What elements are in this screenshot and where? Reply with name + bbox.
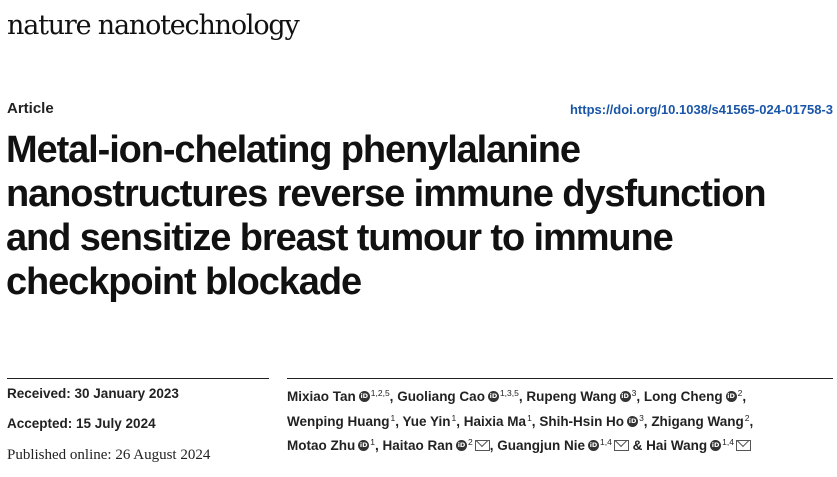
affiliation-number: 1 bbox=[370, 437, 375, 447]
title-line: nanostructures reverse immune dysfunctio… bbox=[6, 173, 767, 215]
publication-dates: Received: 30 January 2023 Accepted: 15 J… bbox=[7, 386, 277, 477]
received-date: Received: 30 January 2023 bbox=[7, 386, 179, 401]
email-icon[interactable] bbox=[613, 440, 629, 451]
author: Rupeng Wang 3 bbox=[526, 388, 637, 404]
accepted-date: Accepted: 15 July 2024 bbox=[7, 416, 156, 431]
author-name: Haixia Ma bbox=[463, 413, 527, 429]
title-line: and sensitize breast tumour to immune bbox=[6, 217, 674, 259]
author-name: Yue Yin bbox=[402, 413, 451, 429]
authors-divider bbox=[287, 378, 833, 379]
author: Motao Zhu 1 bbox=[287, 437, 375, 453]
author: Wenping Huang1 bbox=[287, 412, 396, 429]
article-type-label: Article bbox=[7, 100, 54, 117]
affiliation-number: 1,4 bbox=[722, 437, 734, 447]
affiliation-number: 1 bbox=[527, 412, 532, 423]
orcid-icon[interactable] bbox=[358, 391, 370, 402]
affiliation-number: 1,3,5 bbox=[499, 388, 519, 398]
author-name: Hai Wang bbox=[646, 438, 708, 453]
author: Zhigang Wang2 bbox=[651, 412, 750, 429]
author-name: Wenping Huang bbox=[287, 413, 390, 429]
orcid-icon[interactable] bbox=[487, 391, 499, 402]
journal-name: nature nanotechnology bbox=[7, 10, 300, 41]
affiliation-number: 1,2,5 bbox=[370, 388, 390, 398]
author: Hai Wang 1,4 bbox=[646, 437, 751, 453]
author: Guangjun Nie 1,4 bbox=[497, 437, 629, 453]
dates-divider bbox=[7, 378, 269, 379]
author: Shih-Hsin Ho 3 bbox=[539, 412, 644, 429]
author-name: Zhigang Wang bbox=[651, 413, 744, 429]
email-icon[interactable] bbox=[474, 440, 490, 451]
title-line: checkpoint blockade bbox=[6, 261, 362, 303]
doi-link[interactable]: https://doi.org/10.1038/s41565-024-01758… bbox=[569, 102, 833, 117]
affiliation-number: 3 bbox=[639, 412, 644, 423]
author: Guoliang Cao 1,3,5 bbox=[397, 388, 519, 404]
email-icon[interactable] bbox=[735, 440, 751, 451]
affiliation-number: 1 bbox=[451, 412, 457, 423]
author-name: Motao Zhu bbox=[287, 438, 356, 453]
author-name: Mixiao Tan bbox=[287, 389, 356, 404]
author-name: Guangjun Nie bbox=[497, 438, 585, 453]
author: Haixia Ma1 bbox=[463, 412, 532, 429]
author-name: Shih-Hsin Ho bbox=[539, 413, 625, 429]
author: Mixiao Tan 1,2,5 bbox=[287, 388, 390, 404]
affiliation-number: 2 bbox=[468, 437, 473, 447]
orcid-icon[interactable] bbox=[588, 440, 599, 451]
author-line: Wenping Huang1, Yue Yin1, Haixia Ma1, Sh… bbox=[287, 408, 833, 433]
orcid-icon[interactable] bbox=[725, 391, 737, 402]
author: Long Cheng 2 bbox=[643, 388, 743, 404]
orcid-icon[interactable] bbox=[358, 440, 370, 451]
orcid-icon[interactable] bbox=[710, 440, 722, 451]
author-line: Mixiao Tan1,2,5, Guoliang Cao1,3,5, Rupe… bbox=[287, 383, 833, 408]
affiliation-number: 3 bbox=[631, 388, 637, 398]
orcid-icon[interactable] bbox=[627, 415, 639, 427]
orcid-icon[interactable] bbox=[619, 391, 631, 402]
affiliation-number: 1,4 bbox=[600, 437, 612, 447]
author-name: Haitao Ran bbox=[382, 438, 453, 453]
published-date: Published online: 26 August 2024 bbox=[7, 447, 211, 463]
affiliation-number: 1 bbox=[390, 412, 396, 423]
article-title: Metal-ion-chelating phenylalanine nanost… bbox=[6, 128, 834, 304]
title-line: Metal-ion-chelating phenylalanine bbox=[6, 129, 581, 171]
author-name: Guoliang Cao bbox=[397, 389, 485, 404]
author: Yue Yin1 bbox=[402, 412, 457, 429]
affiliation-number: 2 bbox=[737, 388, 743, 398]
author-name: Long Cheng bbox=[643, 389, 723, 404]
orcid-icon[interactable] bbox=[456, 440, 467, 451]
affiliation-number: 2 bbox=[744, 412, 750, 423]
author-list: Mixiao Tan1,2,5, Guoliang Cao1,3,5, Rupe… bbox=[287, 383, 833, 457]
author-line: Motao Zhu1, Haitao Ran2, Guangjun Nie1,4… bbox=[287, 432, 833, 457]
author-name: Rupeng Wang bbox=[526, 389, 617, 404]
author: Haitao Ran 2 bbox=[382, 437, 490, 453]
